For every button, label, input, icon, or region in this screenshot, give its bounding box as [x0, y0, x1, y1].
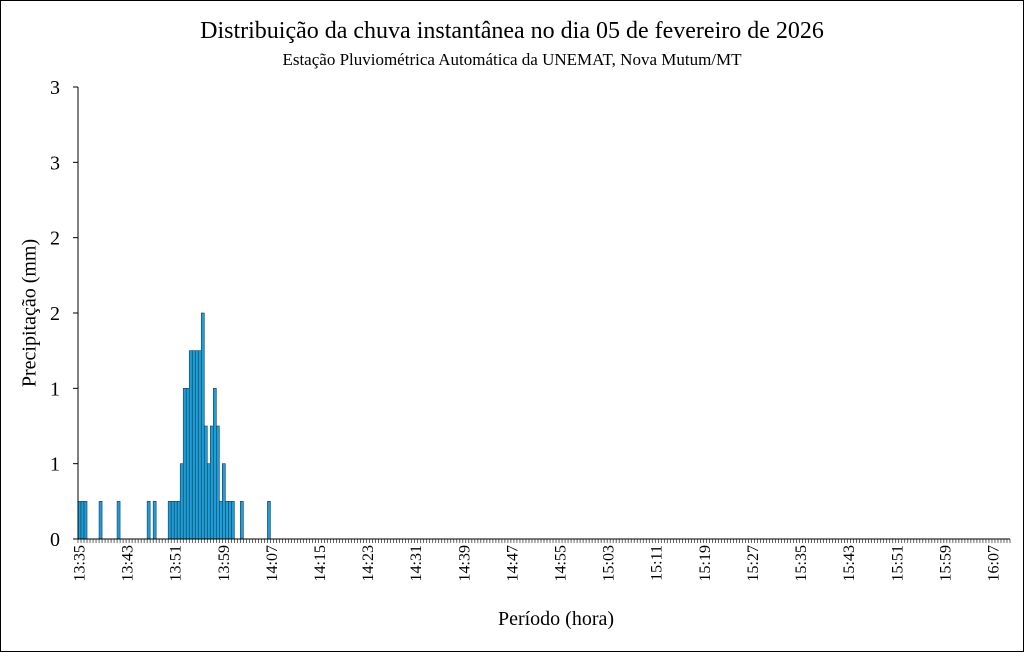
bar-13:53:00 [185, 388, 190, 540]
x-tick-label: 14:07 [264, 545, 281, 581]
bar-13:50:00 [167, 501, 172, 540]
x-tick-label: 14:55 [553, 545, 570, 581]
x-tick-label: 14:15 [312, 545, 329, 581]
bar-13:46:30 [146, 501, 151, 540]
x-tick-label: 13:59 [216, 545, 233, 581]
bar-13:54:30 [194, 350, 199, 540]
bar-13:56:00 [203, 425, 208, 540]
bar-13:36:00 [83, 501, 88, 540]
bar-14:00:00 [228, 501, 232, 540]
x-tick-label: 14:39 [456, 545, 473, 581]
y-tick-label: 3 [50, 77, 60, 99]
bar-13:57:30 [212, 388, 217, 540]
bar-14:02:00 [240, 501, 244, 540]
bar-13:58:00 [216, 425, 220, 540]
y-tick-label: 2 [50, 228, 60, 250]
bar-13:57:00 [209, 425, 214, 540]
bar-13:59:30 [225, 501, 229, 540]
bars-group [77, 312, 271, 540]
y-tick-label: 3 [50, 152, 60, 174]
x-tick-label: 15:11 [649, 545, 666, 581]
bar-13:35:30 [80, 501, 85, 540]
axes-group: 0 1 1 2 2 3 3 13:35 13:43 13:51 13:59 14:07 14:15 14:… [50, 77, 1011, 581]
x-tick-label: 13:35 [72, 545, 89, 581]
y-tick-label: 0 [50, 529, 60, 551]
x-tick-label: 15:51 [889, 545, 906, 581]
bar-14:06:30 [267, 501, 271, 540]
y-tick-label: 1 [50, 454, 60, 476]
chart-title: Distribuição da chuva instantânea no dia… [200, 18, 824, 44]
y-tick-label: 2 [50, 303, 60, 325]
bar-13:54:00 [191, 350, 196, 540]
x-tick-label: 15:27 [745, 545, 762, 581]
bar-13:51:00 [173, 501, 178, 540]
bar-13:58:30 [219, 501, 223, 540]
x-tick-label: 13:51 [168, 545, 185, 581]
bar-13:41:30 [116, 501, 121, 540]
x-tick-label: 15:43 [841, 545, 858, 581]
bar-13:50:30 [170, 501, 175, 540]
bar-13:53:30 [188, 350, 193, 540]
x-tick-label: 13:43 [120, 545, 137, 581]
x-tick-label: 16:07 [985, 545, 1002, 581]
x-tick-label: 14:47 [504, 545, 521, 581]
bar-13:52:30 [182, 388, 187, 540]
bar-13:52:00 [179, 463, 184, 540]
x-tick-label: 14:31 [408, 545, 425, 581]
x-tick-label: 15:19 [697, 545, 714, 581]
bar-13:51:30 [176, 501, 181, 540]
bar-13:38:30 [98, 501, 103, 540]
x-tick-label: 15:59 [937, 545, 954, 581]
bar-13:56:30 [206, 463, 211, 540]
x-tick-label: 15:03 [601, 545, 618, 581]
bar-13:59:00 [222, 463, 226, 540]
bar-13:47:30 [152, 501, 157, 540]
chart-subtitle: Estação Pluviométrica Automática da UNEM… [282, 50, 742, 69]
x-axis-label: Período (hora) [497, 608, 615, 630]
bar-13:55:00 [197, 350, 202, 540]
bar-14:00:30 [231, 501, 235, 540]
x-tick-label: 15:35 [793, 545, 810, 581]
y-tick-label: 1 [50, 378, 60, 400]
x-tick-label: 14:23 [360, 545, 377, 581]
bar-13:55:30 [200, 312, 205, 540]
